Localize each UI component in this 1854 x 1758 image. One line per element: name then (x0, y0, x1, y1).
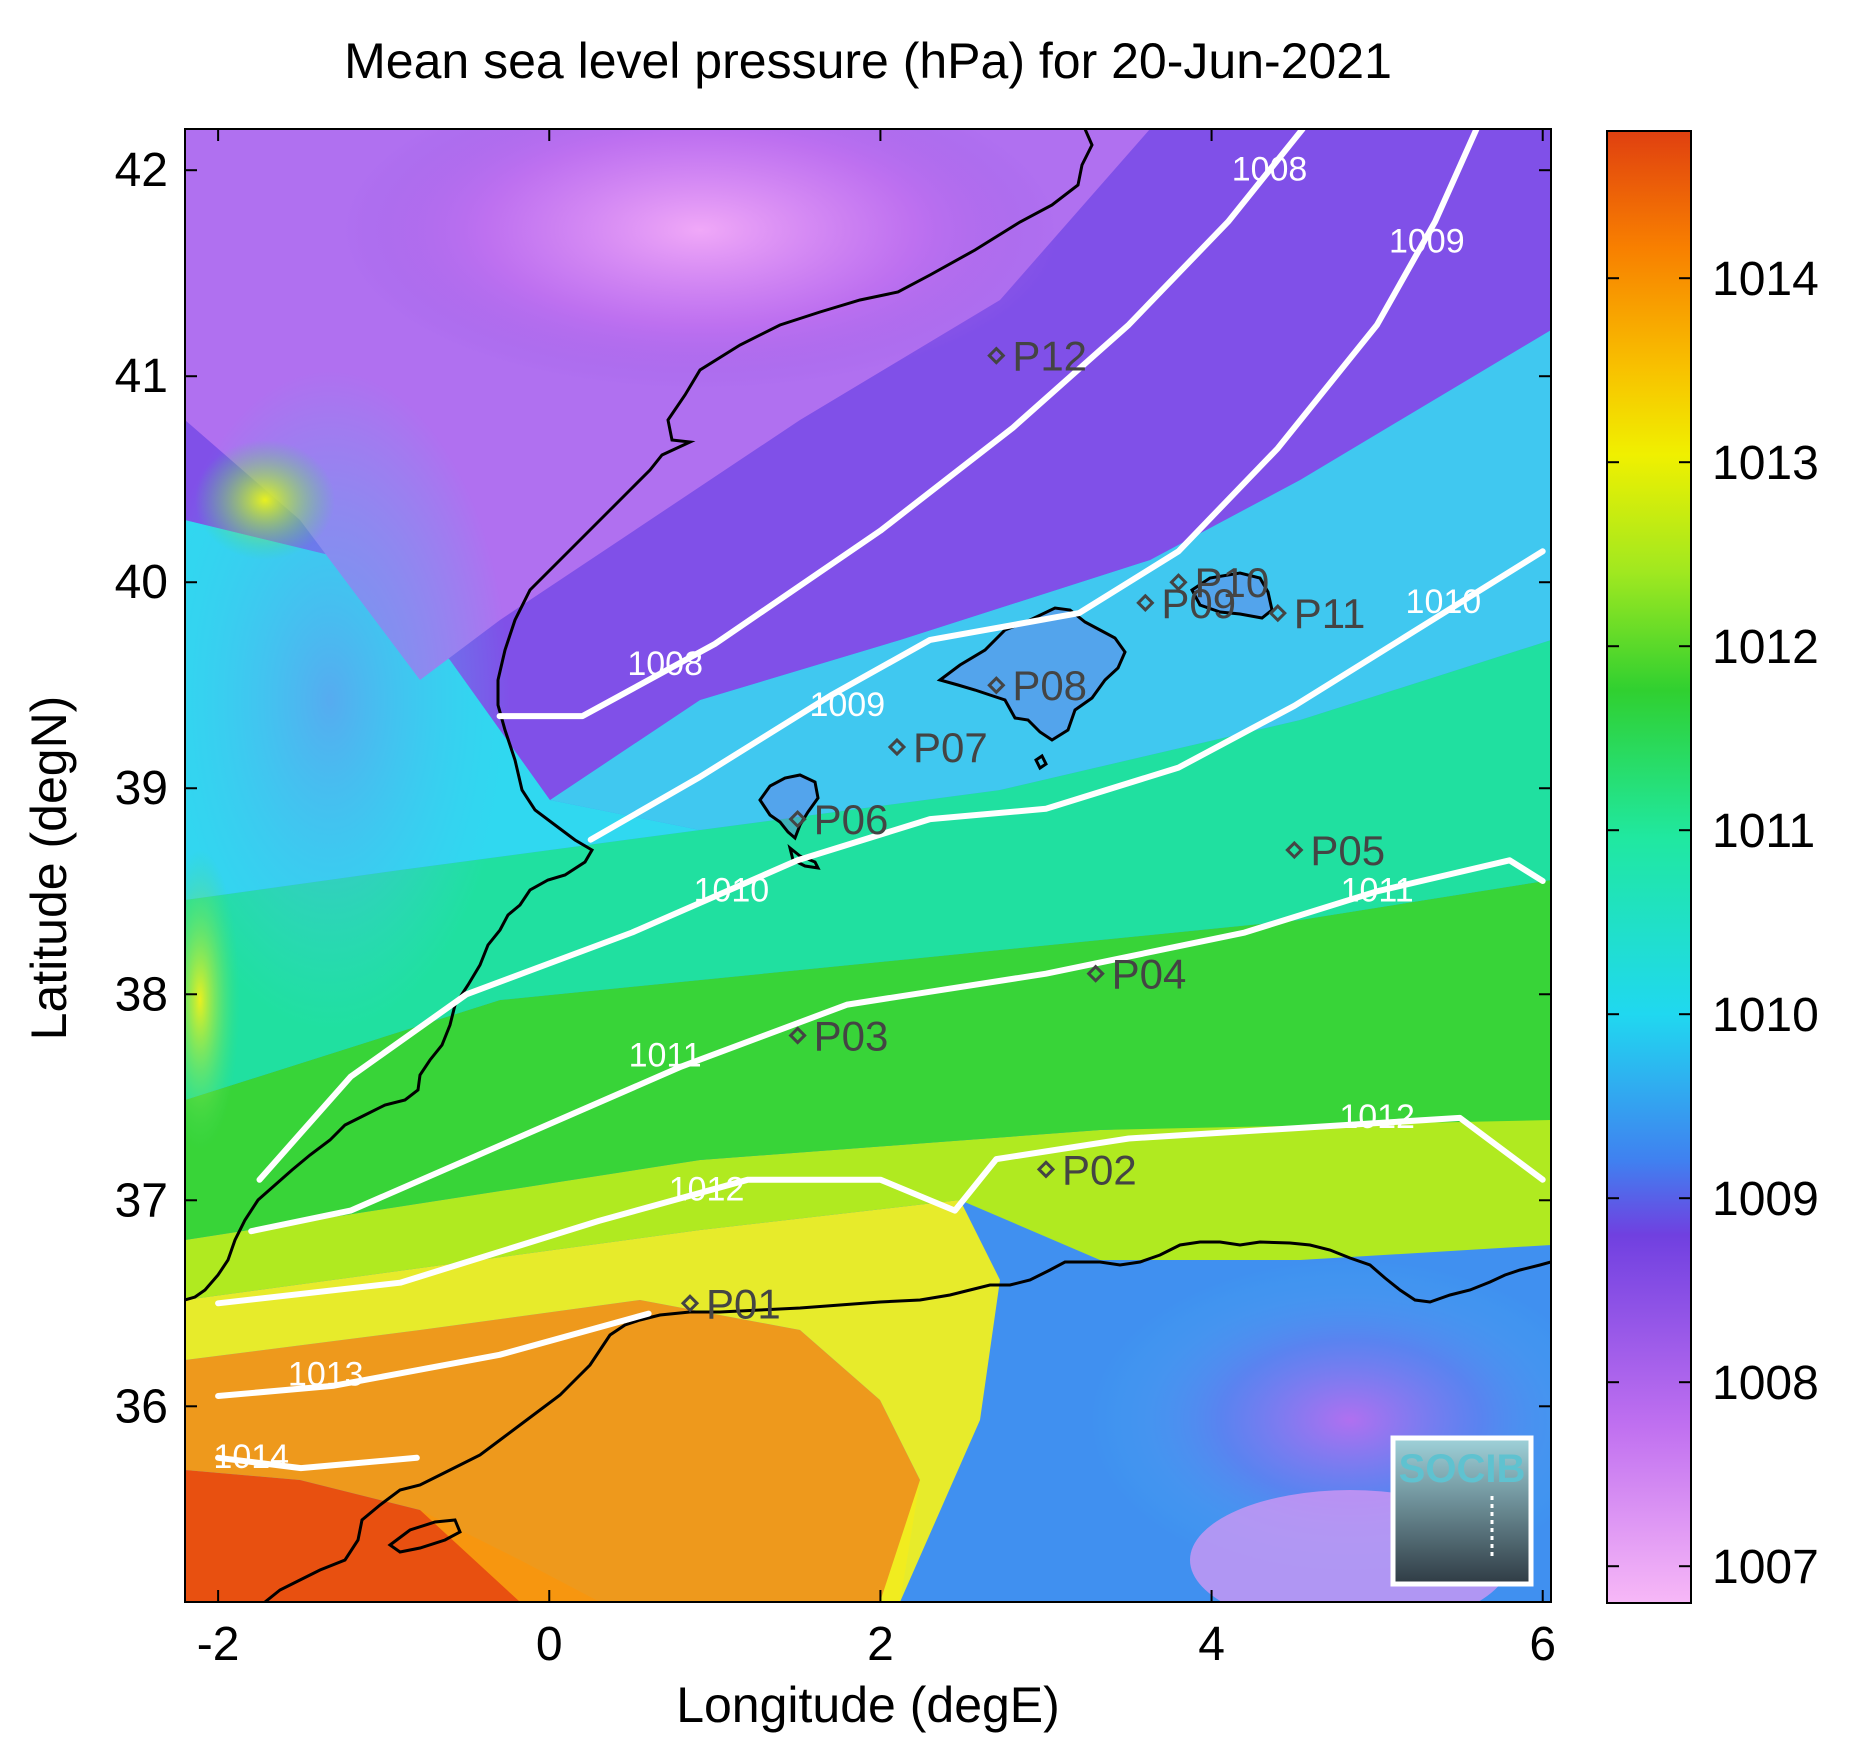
colorbar-tick-label: 1012 (1712, 621, 1819, 674)
station-label-P12: P12 (1012, 333, 1087, 380)
y-axis-ticks: 36 37 38 39 40 41 42 (115, 144, 1551, 1433)
x-tick-label: 4 (1198, 1618, 1225, 1671)
station-marker-P09 (1136, 593, 1155, 612)
station-marker-P01 (680, 1294, 700, 1313)
colorbar-tick-label: 1007 (1712, 1541, 1819, 1594)
isobar-1014 (215, 1454, 420, 1472)
station-label-P11: P11 (1294, 590, 1366, 637)
isobar-label-1011: 1011 (629, 1036, 702, 1074)
map-plot-area: 1008 1008 1009 1009 1010 1010 1011 1011 1012 1012… (185, 129, 1551, 1602)
isobar-1013 (215, 1310, 652, 1399)
station-label-P06: P06 (814, 796, 889, 843)
isobar-contours: 1008 1008 1009 1009 1010 1010 1011 1011 1012 1012… (213, 129, 1546, 1476)
station-label-P01: P01 (706, 1280, 781, 1327)
x-axis-label: Longitude (degE) (676, 1677, 1060, 1733)
x-tick-label: 6 (1529, 1618, 1556, 1671)
station-label-P09: P09 (1161, 580, 1236, 627)
socib-logo: SOCIB (1390, 1435, 1534, 1587)
y-tick-label: 42 (115, 144, 168, 197)
isobar-label-1009: 1009 (809, 686, 885, 724)
y-tick-label: 37 (115, 1174, 168, 1227)
station-marker-P03 (788, 1026, 807, 1045)
y-tick-label: 41 (115, 350, 168, 403)
colorbar-ticks: 1007 1008 1009 1010 1011 1012 1013 1014 (1607, 253, 1819, 1594)
x-tick-label: 2 (867, 1618, 894, 1671)
station-marker-P10 (1169, 573, 1188, 592)
field-patch-pink-north (340, 129, 1060, 390)
colorbar-tick-label: 1013 (1712, 437, 1819, 490)
station-label-P02: P02 (1062, 1146, 1137, 1193)
coastline-cabrera (1034, 753, 1048, 771)
field-band-yellowgreen (185, 1120, 1551, 1300)
y-axis-label: Latitude (degN) (21, 696, 77, 1041)
station-marker-P06 (788, 810, 807, 829)
station-marker-P08 (987, 676, 1006, 695)
socib-logo-text: SOCIB (1399, 1447, 1526, 1491)
coastline-iberia (185, 129, 1094, 1302)
colorbar-gradient (1606, 130, 1692, 1604)
station-marker-P02 (1036, 1160, 1056, 1179)
isobar-label-1014: 1014 (213, 1438, 289, 1476)
isobar-label-1010: 1010 (1406, 583, 1482, 621)
field-band-yellow (185, 1200, 1000, 1602)
field-patch-yellow-west (195, 440, 335, 560)
coastline-ibiza (758, 773, 820, 841)
x-tick-label: 0 (536, 1618, 563, 1671)
isobar-label-1011: 1011 (1341, 872, 1414, 910)
colorbar-tick-label: 1011 (1712, 805, 1815, 858)
y-tick-label: 38 (115, 968, 168, 1021)
isobar-1009 (587, 129, 1480, 843)
station-marker-P11 (1268, 604, 1287, 623)
station-label-P03: P03 (814, 1012, 889, 1059)
field-patch-yellow-west-2 (185, 850, 240, 1150)
field-band-green (185, 880, 1551, 1240)
isobar-1010 (256, 548, 1546, 1183)
coastline-africa (264, 1240, 1551, 1602)
isobar-label-1012: 1012 (1339, 1098, 1415, 1136)
station-marker-P07 (887, 737, 907, 757)
map-frame (184, 128, 1552, 1603)
isobar-label-1012: 1012 (669, 1170, 745, 1208)
isobar-label-1010: 1010 (694, 872, 770, 910)
chart-title: Mean sea level pressure (hPa) for 20-Jun… (344, 33, 1392, 89)
y-tick-label: 40 (115, 556, 168, 609)
colorbar-tick-label: 1008 (1712, 1357, 1819, 1410)
x-tick-label: -2 (197, 1618, 240, 1671)
field-band-teal (185, 640, 1551, 1100)
colorbar: 1007 1008 1009 1010 1011 1012 1013 1014 (1606, 130, 1819, 1604)
coastline-alboran-island (387, 1518, 462, 1554)
isobar-label-1008: 1008 (627, 645, 703, 683)
colorbar-tick-label: 1014 (1712, 253, 1819, 306)
isobar-label-1008: 1008 (1232, 151, 1308, 189)
station-marker-P04 (1086, 964, 1105, 983)
isobar-1011 (248, 857, 1546, 1235)
isobar-label-1013: 1013 (288, 1356, 364, 1394)
colorbar-tick-label: 1009 (1712, 1173, 1819, 1226)
station-marker-P12 (987, 346, 1006, 365)
station-label-P10: P10 (1194, 559, 1269, 606)
isobar-1008 (496, 129, 1306, 720)
socib-logo-box (1390, 1435, 1534, 1587)
station-label-P08: P08 (1012, 662, 1087, 709)
station-label-P05: P05 (1310, 827, 1385, 874)
station-label-P04: P04 (1112, 951, 1187, 998)
y-tick-label: 39 (115, 762, 168, 815)
field-band-orange (185, 1300, 920, 1602)
station-label-P07: P07 (913, 724, 988, 771)
y-tick-label: 36 (115, 1380, 168, 1433)
x-axis-ticks: -2 0 2 4 6 (197, 129, 1556, 1671)
colorbar-tick-label: 1010 (1712, 989, 1819, 1042)
isobar-1012 (215, 1114, 1546, 1307)
isobar-label-1009: 1009 (1389, 223, 1465, 261)
station-marker-P05 (1285, 840, 1304, 860)
